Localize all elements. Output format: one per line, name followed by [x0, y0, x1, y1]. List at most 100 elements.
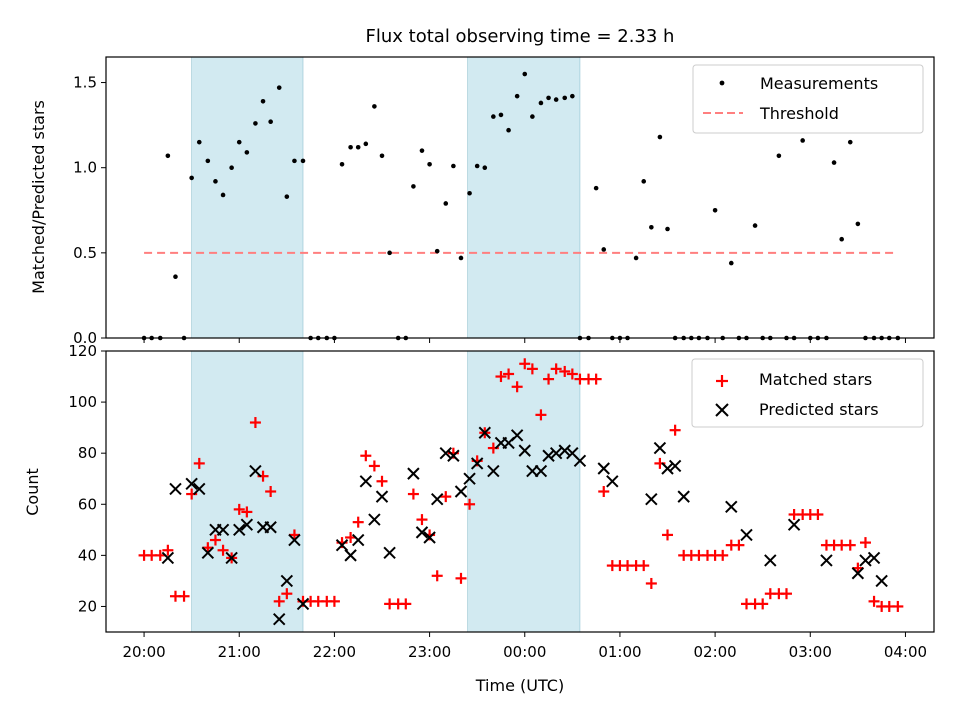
predicted-star-point: [225, 551, 238, 565]
measurement-point: [839, 236, 844, 242]
matched-star-point: [495, 371, 507, 383]
matched-star-point: [526, 363, 538, 375]
measurement-point: [372, 104, 377, 109]
matched-star-point: [265, 486, 277, 497]
matched-star-point: [464, 498, 476, 510]
top-legend-box: [692, 64, 924, 134]
measurement-point: [491, 114, 496, 119]
measurement-point: [601, 247, 607, 252]
matched-star-point: [202, 542, 214, 554]
measurement-point: [300, 158, 306, 164]
predicted-star-point: [573, 454, 587, 468]
top-y-tick-label: 1.5: [73, 74, 97, 92]
measurement-point: [562, 95, 568, 101]
measurement-point: [284, 194, 290, 199]
predicted-star-point: [201, 546, 215, 560]
matched-star-point: [780, 588, 792, 600]
predicted-star-point: [185, 477, 198, 491]
matched-star-point: [193, 457, 205, 469]
predicted-star-point: [216, 523, 230, 537]
measurement-point: [253, 121, 258, 126]
matched-star-point: [812, 508, 824, 520]
matched-star-point: [233, 503, 245, 515]
matched-star-point: [535, 409, 547, 421]
predicted-star-point: [549, 446, 563, 460]
measurement-point: [522, 71, 528, 77]
bottom-y-tick-label: 80: [78, 444, 97, 462]
matched-star-point: [638, 560, 650, 572]
x-tick-label: 02:00: [693, 643, 736, 661]
matched-star-point: [241, 506, 253, 518]
measurement-point: [189, 175, 194, 181]
predicted-star-point: [668, 459, 682, 473]
matched-star-point: [360, 450, 372, 462]
measurement-point: [220, 192, 226, 198]
measurement-point: [657, 134, 663, 140]
matched-star-point: [352, 516, 364, 528]
predicted-star-point: [764, 554, 777, 567]
matched-star-point: [431, 570, 443, 582]
matched-star-point: [559, 365, 571, 377]
top-y-tick-label: 0.0: [73, 329, 97, 347]
legend-threshold-label: Threshold: [759, 104, 839, 123]
x-tick-label: 04:00: [884, 643, 927, 661]
measurement-point: [482, 165, 488, 170]
measurement-point: [847, 139, 853, 145]
predicted-star-point: [787, 518, 801, 531]
top-y-tick-label: 1.0: [73, 159, 97, 177]
matched-star-point: [733, 539, 745, 551]
measurement-point: [292, 158, 297, 164]
measurement-point: [260, 98, 266, 104]
matched-star-point: [288, 529, 300, 541]
x-tick-label: 21:00: [218, 643, 261, 661]
measurement-point: [649, 225, 654, 230]
measurement-point: [268, 119, 273, 125]
measurement-point: [641, 179, 647, 184]
predicted-star-point: [875, 574, 888, 588]
matched-star-point: [440, 491, 452, 503]
measurement-point: [443, 201, 449, 206]
matched-star-point: [519, 358, 531, 370]
legend-predicted-marker: [715, 403, 729, 417]
predicted-star-point: [296, 597, 310, 611]
measurement-point: [514, 93, 520, 99]
measurement-point: [213, 179, 218, 184]
measurement-point: [633, 255, 639, 261]
matched-star-point: [407, 488, 419, 500]
top-legend: Measurements Threshold: [692, 64, 924, 134]
measurement-point: [451, 163, 456, 169]
predicted-star-point: [653, 441, 667, 455]
top-y-tick-label: 0.5: [73, 244, 97, 262]
matched-star-point: [892, 600, 904, 612]
predicted-star-point: [867, 551, 881, 565]
measurement-point: [379, 153, 385, 159]
measurement-point: [538, 100, 544, 106]
measurement-point: [173, 274, 178, 279]
bottom-y-tick-label: 40: [78, 546, 97, 564]
bottom-x-ticks: 20:00 21:00 22:00 23:00 00:00 01:00 02:00 03:00…: [122, 632, 927, 661]
predicted-star-point: [454, 485, 468, 498]
predicted-star-point: [344, 549, 357, 562]
predicted-star-point: [725, 500, 738, 514]
matched-stars-points: [138, 358, 904, 612]
matched-star-point: [669, 424, 681, 436]
measurement-point: [498, 112, 504, 118]
predicted-star-point: [439, 446, 452, 460]
predicted-star-point: [606, 475, 619, 488]
measurement-point: [434, 248, 440, 254]
measurement-point: [339, 161, 345, 167]
matched-star-point: [511, 381, 523, 393]
bottom-shaded-region-1: [467, 350, 581, 633]
predicted-star-point: [478, 426, 491, 439]
matched-star-point: [209, 534, 221, 546]
bottom-plot-frame: [105, 350, 935, 633]
matched-star-point: [566, 368, 578, 380]
top-shaded-region-1: [467, 56, 581, 339]
legend-measurements-label: Measurements: [760, 74, 878, 93]
predicted-star-point: [383, 546, 396, 560]
bottom-panel: 20 40 60 80 100 120 20:00 21:00 22:00 23:00 00:00…: [23, 342, 935, 695]
measurement-point: [244, 150, 250, 155]
predicted-star-point: [534, 464, 548, 478]
predicted-star-point: [597, 462, 610, 475]
top-shaded-regions: [191, 56, 581, 339]
